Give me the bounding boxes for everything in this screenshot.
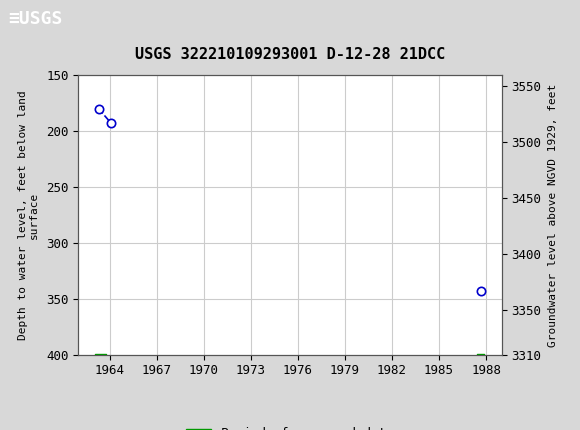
- Text: USGS 322210109293001 D-12-28 21DCC: USGS 322210109293001 D-12-28 21DCC: [135, 47, 445, 62]
- Legend: Period of approved data: Period of approved data: [181, 423, 399, 430]
- Y-axis label: Depth to water level, feet below land
surface: Depth to water level, feet below land su…: [17, 90, 39, 340]
- Text: ≡USGS: ≡USGS: [9, 10, 63, 28]
- Y-axis label: Groundwater level above NGVD 1929, feet: Groundwater level above NGVD 1929, feet: [548, 83, 559, 347]
